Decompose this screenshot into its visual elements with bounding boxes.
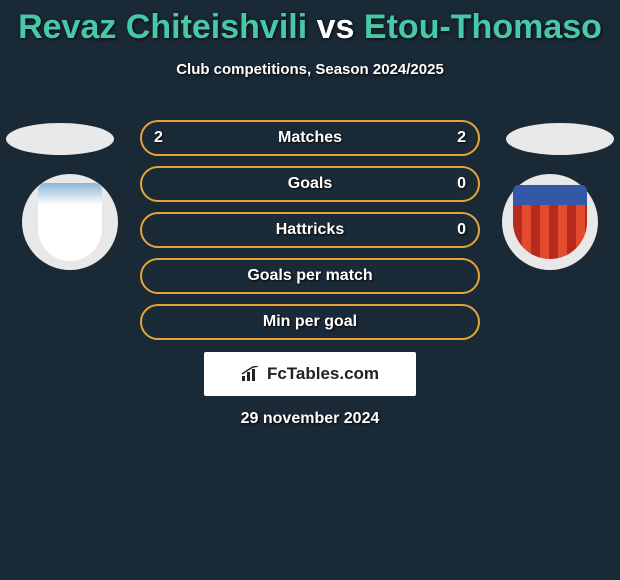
date-text: 29 november 2024 bbox=[0, 410, 620, 428]
stat-row-matches: 2 Matches 2 bbox=[140, 120, 480, 156]
vs-text: vs bbox=[317, 8, 355, 46]
stat-right-value: 0 bbox=[457, 175, 466, 193]
chart-icon bbox=[241, 366, 261, 382]
stat-row-min-per-goal: Min per goal bbox=[140, 304, 480, 340]
stats-panel: 2 Matches 2 Goals 0 Hattricks 0 Goals pe… bbox=[140, 120, 480, 350]
watermark-text: FcTables.com bbox=[267, 364, 379, 384]
shield-icon bbox=[38, 183, 102, 261]
stat-label: Goals per match bbox=[247, 267, 372, 285]
player1-photo-placeholder bbox=[6, 123, 114, 155]
stat-row-goals: Goals 0 bbox=[140, 166, 480, 202]
player2-club-badge bbox=[502, 174, 598, 270]
stat-row-goals-per-match: Goals per match bbox=[140, 258, 480, 294]
player1-name: Revaz Chiteishvili bbox=[18, 8, 307, 46]
player2-photo-placeholder bbox=[506, 123, 614, 155]
stat-label: Min per goal bbox=[263, 313, 357, 331]
stat-right-value: 2 bbox=[457, 129, 466, 147]
stat-label: Matches bbox=[278, 129, 342, 147]
watermark: FcTables.com bbox=[204, 352, 416, 396]
comparison-title: Revaz Chiteishvili vs Etou-Thomaso bbox=[0, 0, 620, 47]
player1-club-badge bbox=[22, 174, 118, 270]
stat-right-value: 0 bbox=[457, 221, 466, 239]
stat-row-hattricks: Hattricks 0 bbox=[140, 212, 480, 248]
stat-label: Hattricks bbox=[276, 221, 344, 239]
shield-icon bbox=[513, 185, 587, 259]
subtitle: Club competitions, Season 2024/2025 bbox=[0, 61, 620, 78]
stat-label: Goals bbox=[288, 175, 332, 193]
player2-name: Etou-Thomaso bbox=[364, 8, 602, 46]
stat-left-value: 2 bbox=[154, 129, 163, 147]
